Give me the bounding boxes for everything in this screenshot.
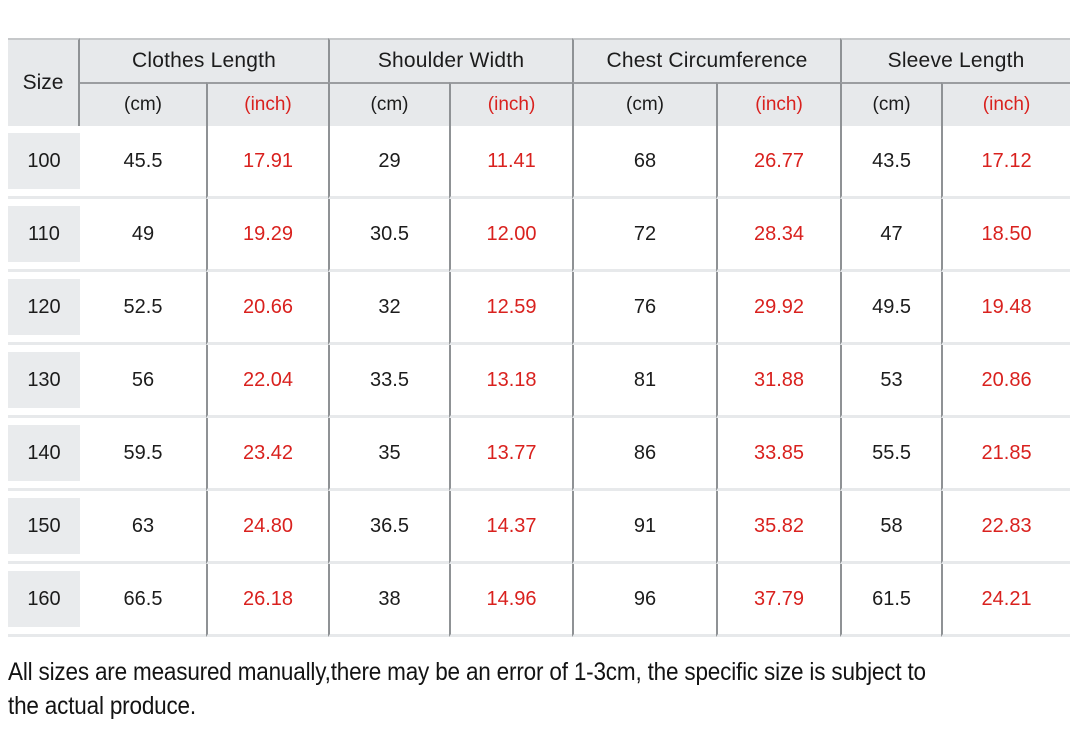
table-row: 130 56 22.04 33.5 13.18 81 31.88 53 20.8… bbox=[8, 345, 1071, 418]
measurement-value: 86 bbox=[572, 418, 717, 491]
measurement-value: 31.88 bbox=[716, 345, 841, 418]
measurement-value: 61.5 bbox=[840, 564, 942, 637]
measurement-value: 14.37 bbox=[449, 491, 573, 564]
unit-header-cm: (cm) bbox=[572, 82, 717, 126]
measurement-value: 21.85 bbox=[941, 418, 1071, 491]
size-label: 130 bbox=[8, 352, 80, 408]
measurement-value: 26.77 bbox=[716, 126, 841, 199]
footnote-line-2: the actual produce. bbox=[8, 692, 196, 720]
unit-header-inch: (inch) bbox=[206, 82, 329, 126]
measurement-value: 35.82 bbox=[716, 491, 841, 564]
footnote: All sizes are measured manually,there ma… bbox=[8, 655, 1070, 723]
column-header-size: Size bbox=[8, 38, 80, 126]
measurement-value: 53 bbox=[840, 345, 942, 418]
size-cell: 150 bbox=[8, 491, 80, 564]
measurement-value: 20.86 bbox=[941, 345, 1071, 418]
column-group-chest-circumference: Chest Circumference bbox=[572, 38, 841, 82]
unit-header-inch: (inch) bbox=[449, 82, 573, 126]
size-label: 110 bbox=[8, 206, 80, 262]
table-row: 120 52.5 20.66 32 12.59 76 29.92 49.5 19… bbox=[8, 272, 1071, 345]
table-row: 110 49 19.29 30.5 12.00 72 28.34 47 18.5… bbox=[8, 199, 1071, 272]
unit-header-cm: (cm) bbox=[328, 82, 450, 126]
measurement-value: 29.92 bbox=[716, 272, 841, 345]
table-row: 140 59.5 23.42 35 13.77 86 33.85 55.5 21… bbox=[8, 418, 1071, 491]
header-group-row: Size Clothes Length Shoulder Width Chest… bbox=[8, 38, 1071, 126]
measurement-value: 22.83 bbox=[941, 491, 1071, 564]
unit-header-cm: (cm) bbox=[80, 82, 206, 126]
measurement-value: 35 bbox=[328, 418, 450, 491]
measurement-value: 91 bbox=[572, 491, 717, 564]
size-cell: 100 bbox=[8, 126, 80, 199]
size-cell: 140 bbox=[8, 418, 80, 491]
size-label: 100 bbox=[8, 133, 80, 189]
measurement-value: 36.5 bbox=[328, 491, 450, 564]
measurement-value: 17.12 bbox=[941, 126, 1071, 199]
measurement-value: 56 bbox=[80, 345, 206, 418]
size-cell: 120 bbox=[8, 272, 80, 345]
measurement-value: 58 bbox=[840, 491, 942, 564]
measurement-value: 55.5 bbox=[840, 418, 942, 491]
table-row: 100 45.5 17.91 29 11.41 68 26.77 43.5 17… bbox=[8, 126, 1071, 199]
measurement-value: 37.79 bbox=[716, 564, 841, 637]
measurement-value: 13.77 bbox=[449, 418, 573, 491]
measurement-value: 76 bbox=[572, 272, 717, 345]
column-group-shoulder-width: Shoulder Width bbox=[328, 38, 573, 82]
measurement-value: 33.5 bbox=[328, 345, 450, 418]
unit-header-inch: (inch) bbox=[716, 82, 841, 126]
header-unit-row: (cm) (inch) (cm) (inch) (cm) (inch) (cm)… bbox=[8, 82, 1071, 126]
measurement-value: 22.04 bbox=[206, 345, 329, 418]
measurement-value: 12.59 bbox=[449, 272, 573, 345]
measurement-value: 11.41 bbox=[449, 126, 573, 199]
size-table-body: 100 45.5 17.91 29 11.41 68 26.77 43.5 17… bbox=[8, 126, 1071, 637]
column-group-clothes-length: Clothes Length bbox=[80, 38, 329, 82]
footnote-line-1: All sizes are measured manually,there ma… bbox=[8, 658, 926, 686]
table-header: Size Clothes Length Shoulder Width Chest… bbox=[8, 38, 1071, 126]
size-cell: 160 bbox=[8, 564, 80, 637]
table-row: 160 66.5 26.18 38 14.96 96 37.79 61.5 24… bbox=[8, 564, 1071, 637]
size-cell: 130 bbox=[8, 345, 80, 418]
measurement-value: 28.34 bbox=[716, 199, 841, 272]
measurement-value: 23.42 bbox=[206, 418, 329, 491]
size-chart-table: Size Clothes Length Shoulder Width Chest… bbox=[8, 38, 1071, 637]
measurement-value: 52.5 bbox=[80, 272, 206, 345]
unit-header-cm: (cm) bbox=[840, 82, 942, 126]
measurement-value: 96 bbox=[572, 564, 717, 637]
measurement-value: 19.48 bbox=[941, 272, 1071, 345]
measurement-value: 20.66 bbox=[206, 272, 329, 345]
size-label: 150 bbox=[8, 498, 80, 554]
measurement-value: 26.18 bbox=[206, 564, 329, 637]
column-group-sleeve-length: Sleeve Length bbox=[840, 38, 1071, 82]
measurement-value: 19.29 bbox=[206, 199, 329, 272]
measurement-value: 12.00 bbox=[449, 199, 573, 272]
measurement-value: 18.50 bbox=[941, 199, 1071, 272]
measurement-value: 68 bbox=[572, 126, 717, 199]
measurement-value: 30.5 bbox=[328, 199, 450, 272]
size-label: 160 bbox=[8, 571, 80, 627]
measurement-value: 14.96 bbox=[449, 564, 573, 637]
unit-header-inch: (inch) bbox=[941, 82, 1071, 126]
table-row: 150 63 24.80 36.5 14.37 91 35.82 58 22.8… bbox=[8, 491, 1071, 564]
measurement-value: 66.5 bbox=[80, 564, 206, 637]
measurement-value: 24.21 bbox=[941, 564, 1071, 637]
measurement-value: 17.91 bbox=[206, 126, 329, 199]
measurement-value: 49.5 bbox=[840, 272, 942, 345]
measurement-value: 32 bbox=[328, 272, 450, 345]
measurement-value: 29 bbox=[328, 126, 450, 199]
size-label: 120 bbox=[8, 279, 80, 335]
size-cell: 110 bbox=[8, 199, 80, 272]
size-label: 140 bbox=[8, 425, 80, 481]
measurement-value: 49 bbox=[80, 199, 206, 272]
measurement-value: 59.5 bbox=[80, 418, 206, 491]
measurement-value: 45.5 bbox=[80, 126, 206, 199]
measurement-value: 63 bbox=[80, 491, 206, 564]
measurement-value: 47 bbox=[840, 199, 942, 272]
measurement-value: 33.85 bbox=[716, 418, 841, 491]
measurement-value: 43.5 bbox=[840, 126, 942, 199]
measurement-value: 24.80 bbox=[206, 491, 329, 564]
measurement-value: 13.18 bbox=[449, 345, 573, 418]
measurement-value: 72 bbox=[572, 199, 717, 272]
measurement-value: 81 bbox=[572, 345, 717, 418]
measurement-value: 38 bbox=[328, 564, 450, 637]
